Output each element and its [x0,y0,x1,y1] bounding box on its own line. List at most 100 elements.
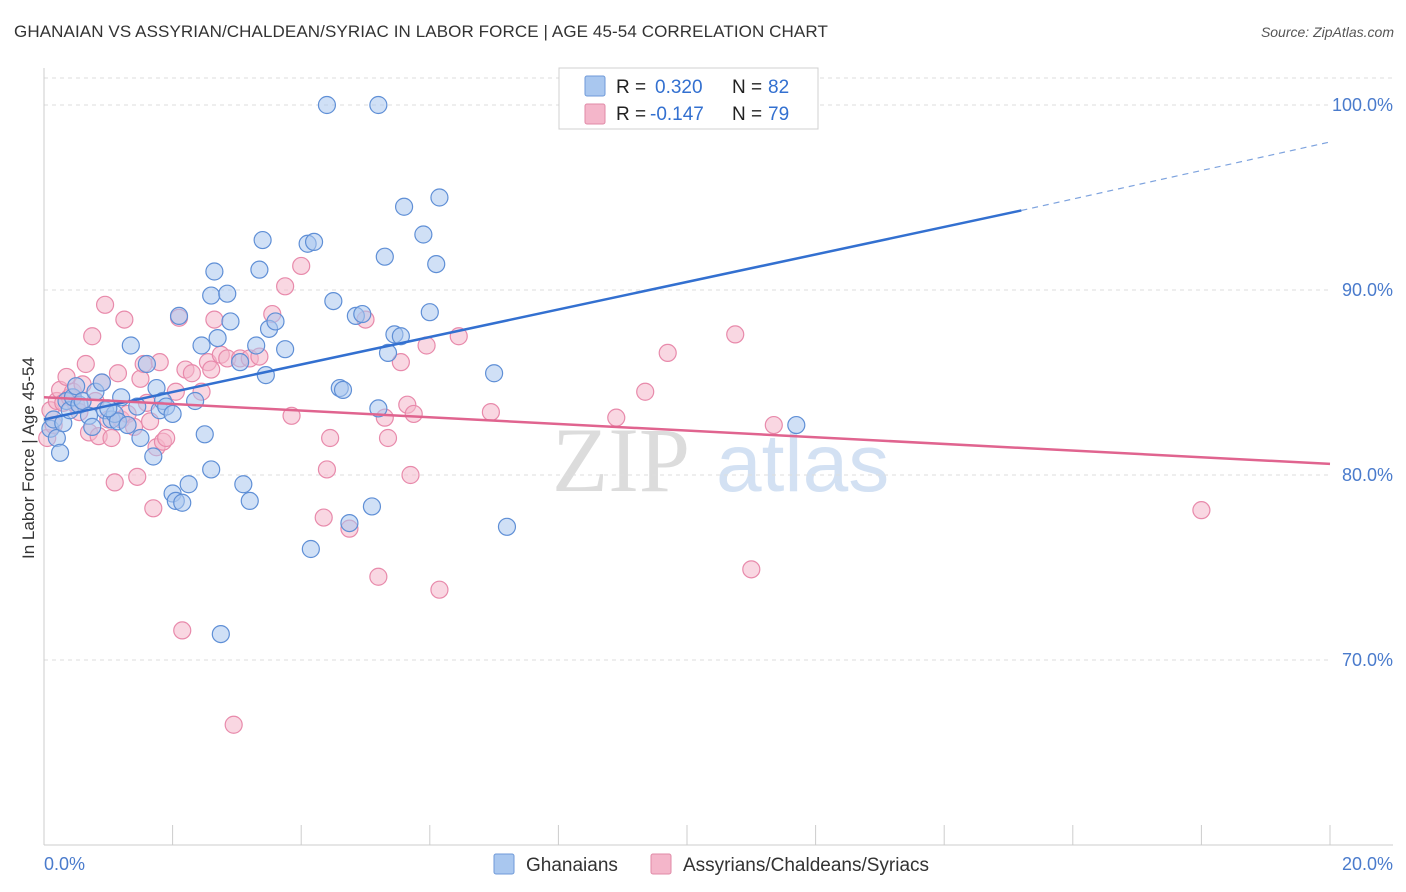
data-point-assyrians [481,403,500,422]
data-point-assyrians [391,353,410,372]
data-point-ghanaians [83,417,102,436]
data-point-ghanaians [202,286,221,305]
legend-swatch-blue [584,75,606,97]
data-point-assyrians [726,325,745,344]
legend-label-ghanaians: Ghanaians [526,855,618,876]
data-point-assyrians [83,327,102,346]
trend-line-assyrians [43,396,1331,466]
data-point-ghanaians [195,425,214,444]
legend-r-label: R = [616,77,646,98]
data-point-ghanaians [173,493,192,512]
data-point-ghanaians [378,343,398,362]
data-point-ghanaians [205,262,224,281]
x-tick-label: 20.0% [1342,854,1393,874]
data-point-assyrians [321,428,340,448]
data-point-ghanaians [340,513,359,533]
data-point-assyrians [1192,501,1211,520]
data-point-ghanaians [485,364,504,383]
legend-r-value: -0.147 [650,104,704,125]
watermark: ZIP atlas [552,409,889,511]
data-point-ghanaians [99,399,118,418]
data-point-assyrians [108,364,128,383]
data-point-ghanaians [324,292,343,311]
legend-n-label: N = [732,77,762,98]
data-point-ghanaians [179,475,198,494]
data-point-assyrians [224,715,243,734]
data-point-ghanaians [163,404,182,424]
data-point-ghanaians [369,399,388,418]
data-point-assyrians [157,428,176,448]
data-point-ghanaians [394,197,414,216]
x-tick-label: 0.0% [44,854,85,874]
data-point-ghanaians [497,517,517,536]
data-point-assyrians [95,295,115,314]
data-point-assyrians [102,428,121,448]
data-point-ghanaians [131,428,150,448]
data-point-ghanaians [420,303,439,322]
data-point-ghanaians [192,336,211,355]
legend-bottom: Ghanaians Assyrians/Chaldeans/Syriacs [493,853,929,876]
chart-title: GHANAIAN VS ASSYRIAN/CHALDEAN/SYRIAC IN … [14,22,828,41]
data-point-ghanaians [92,373,111,392]
data-point-ghanaians [240,491,259,510]
data-point-assyrians [115,310,134,329]
data-point-ghanaians [276,340,295,359]
legend-n-value: 79 [768,104,789,125]
data-point-ghanaians [391,327,410,346]
axes [43,68,1393,846]
data-point-ghanaians [121,336,140,355]
legend-swatch-ghanaians [493,853,515,875]
legend-n-label: N = [732,104,762,125]
y-tick-label: 100.0% [1332,95,1393,115]
source-label: Source: ZipAtlas.com [1260,24,1394,40]
data-point-ghanaians [186,391,205,411]
data-point-ghanaians [144,447,163,466]
data-point-assyrians [202,360,221,379]
trend-lines [43,141,1331,466]
data-point-ghanaians [430,188,449,207]
data-point-ghanaians [253,230,272,250]
data-point-ghanaians [362,497,382,516]
data-point-ghanaians [369,95,388,115]
legend-label-assyrians: Assyrians/Chaldeans/Syriacs [683,855,929,876]
data-point-assyrians [636,382,655,401]
series-ghanaians-points [41,95,806,644]
legend-swatch-assyrians [650,853,672,875]
data-point-ghanaians [301,539,320,559]
data-point-assyrians [182,364,201,383]
data-point-assyrians [658,343,677,362]
data-point-ghanaians [202,460,221,479]
data-point-assyrians [378,428,398,448]
legend-n-value: 82 [768,77,789,98]
gridlines [44,77,1393,661]
legend-r-label: R = [616,104,646,125]
data-point-assyrians [76,354,95,374]
data-point-ghanaians [256,366,275,385]
data-point-ghanaians [247,336,266,355]
data-point-assyrians [128,467,147,486]
data-point-ghanaians [427,255,446,274]
data-point-ghanaians [234,475,253,494]
data-point-ghanaians [169,306,189,325]
tick-labels: 70.0% 80.0% 90.0% 100.0% 0.0% 20.0% [44,95,1393,874]
data-point-ghanaians [250,260,269,279]
data-point-ghanaians [137,354,156,374]
data-point-assyrians [105,473,124,492]
y-tick-label: 90.0% [1342,280,1393,300]
data-point-assyrians [205,310,224,329]
data-point-assyrians [317,460,337,479]
data-point-assyrians [404,404,423,424]
data-point-assyrians [292,256,311,276]
data-point-ghanaians [375,247,394,266]
data-point-ghanaians [50,443,70,462]
data-point-ghanaians [211,624,230,644]
data-point-assyrians [173,621,192,640]
legend-r-value: 0.320 [655,77,703,98]
trend-line-ghanaians [43,209,1022,421]
data-point-ghanaians [266,312,285,331]
y-tick-label: 70.0% [1342,650,1393,670]
data-point-ghanaians [333,380,353,399]
watermark-atlas: atlas [716,418,889,509]
data-point-assyrians [276,277,295,296]
